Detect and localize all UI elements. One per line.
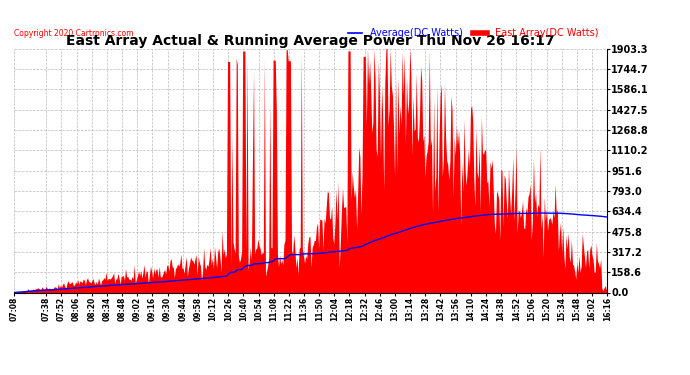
Text: Copyright 2020 Cartronics.com: Copyright 2020 Cartronics.com [14, 29, 133, 38]
Legend: Average(DC Watts), East Array(DC Watts): Average(DC Watts), East Array(DC Watts) [344, 24, 602, 42]
Title: East Array Actual & Running Average Power Thu Nov 26 16:17: East Array Actual & Running Average Powe… [66, 34, 555, 48]
